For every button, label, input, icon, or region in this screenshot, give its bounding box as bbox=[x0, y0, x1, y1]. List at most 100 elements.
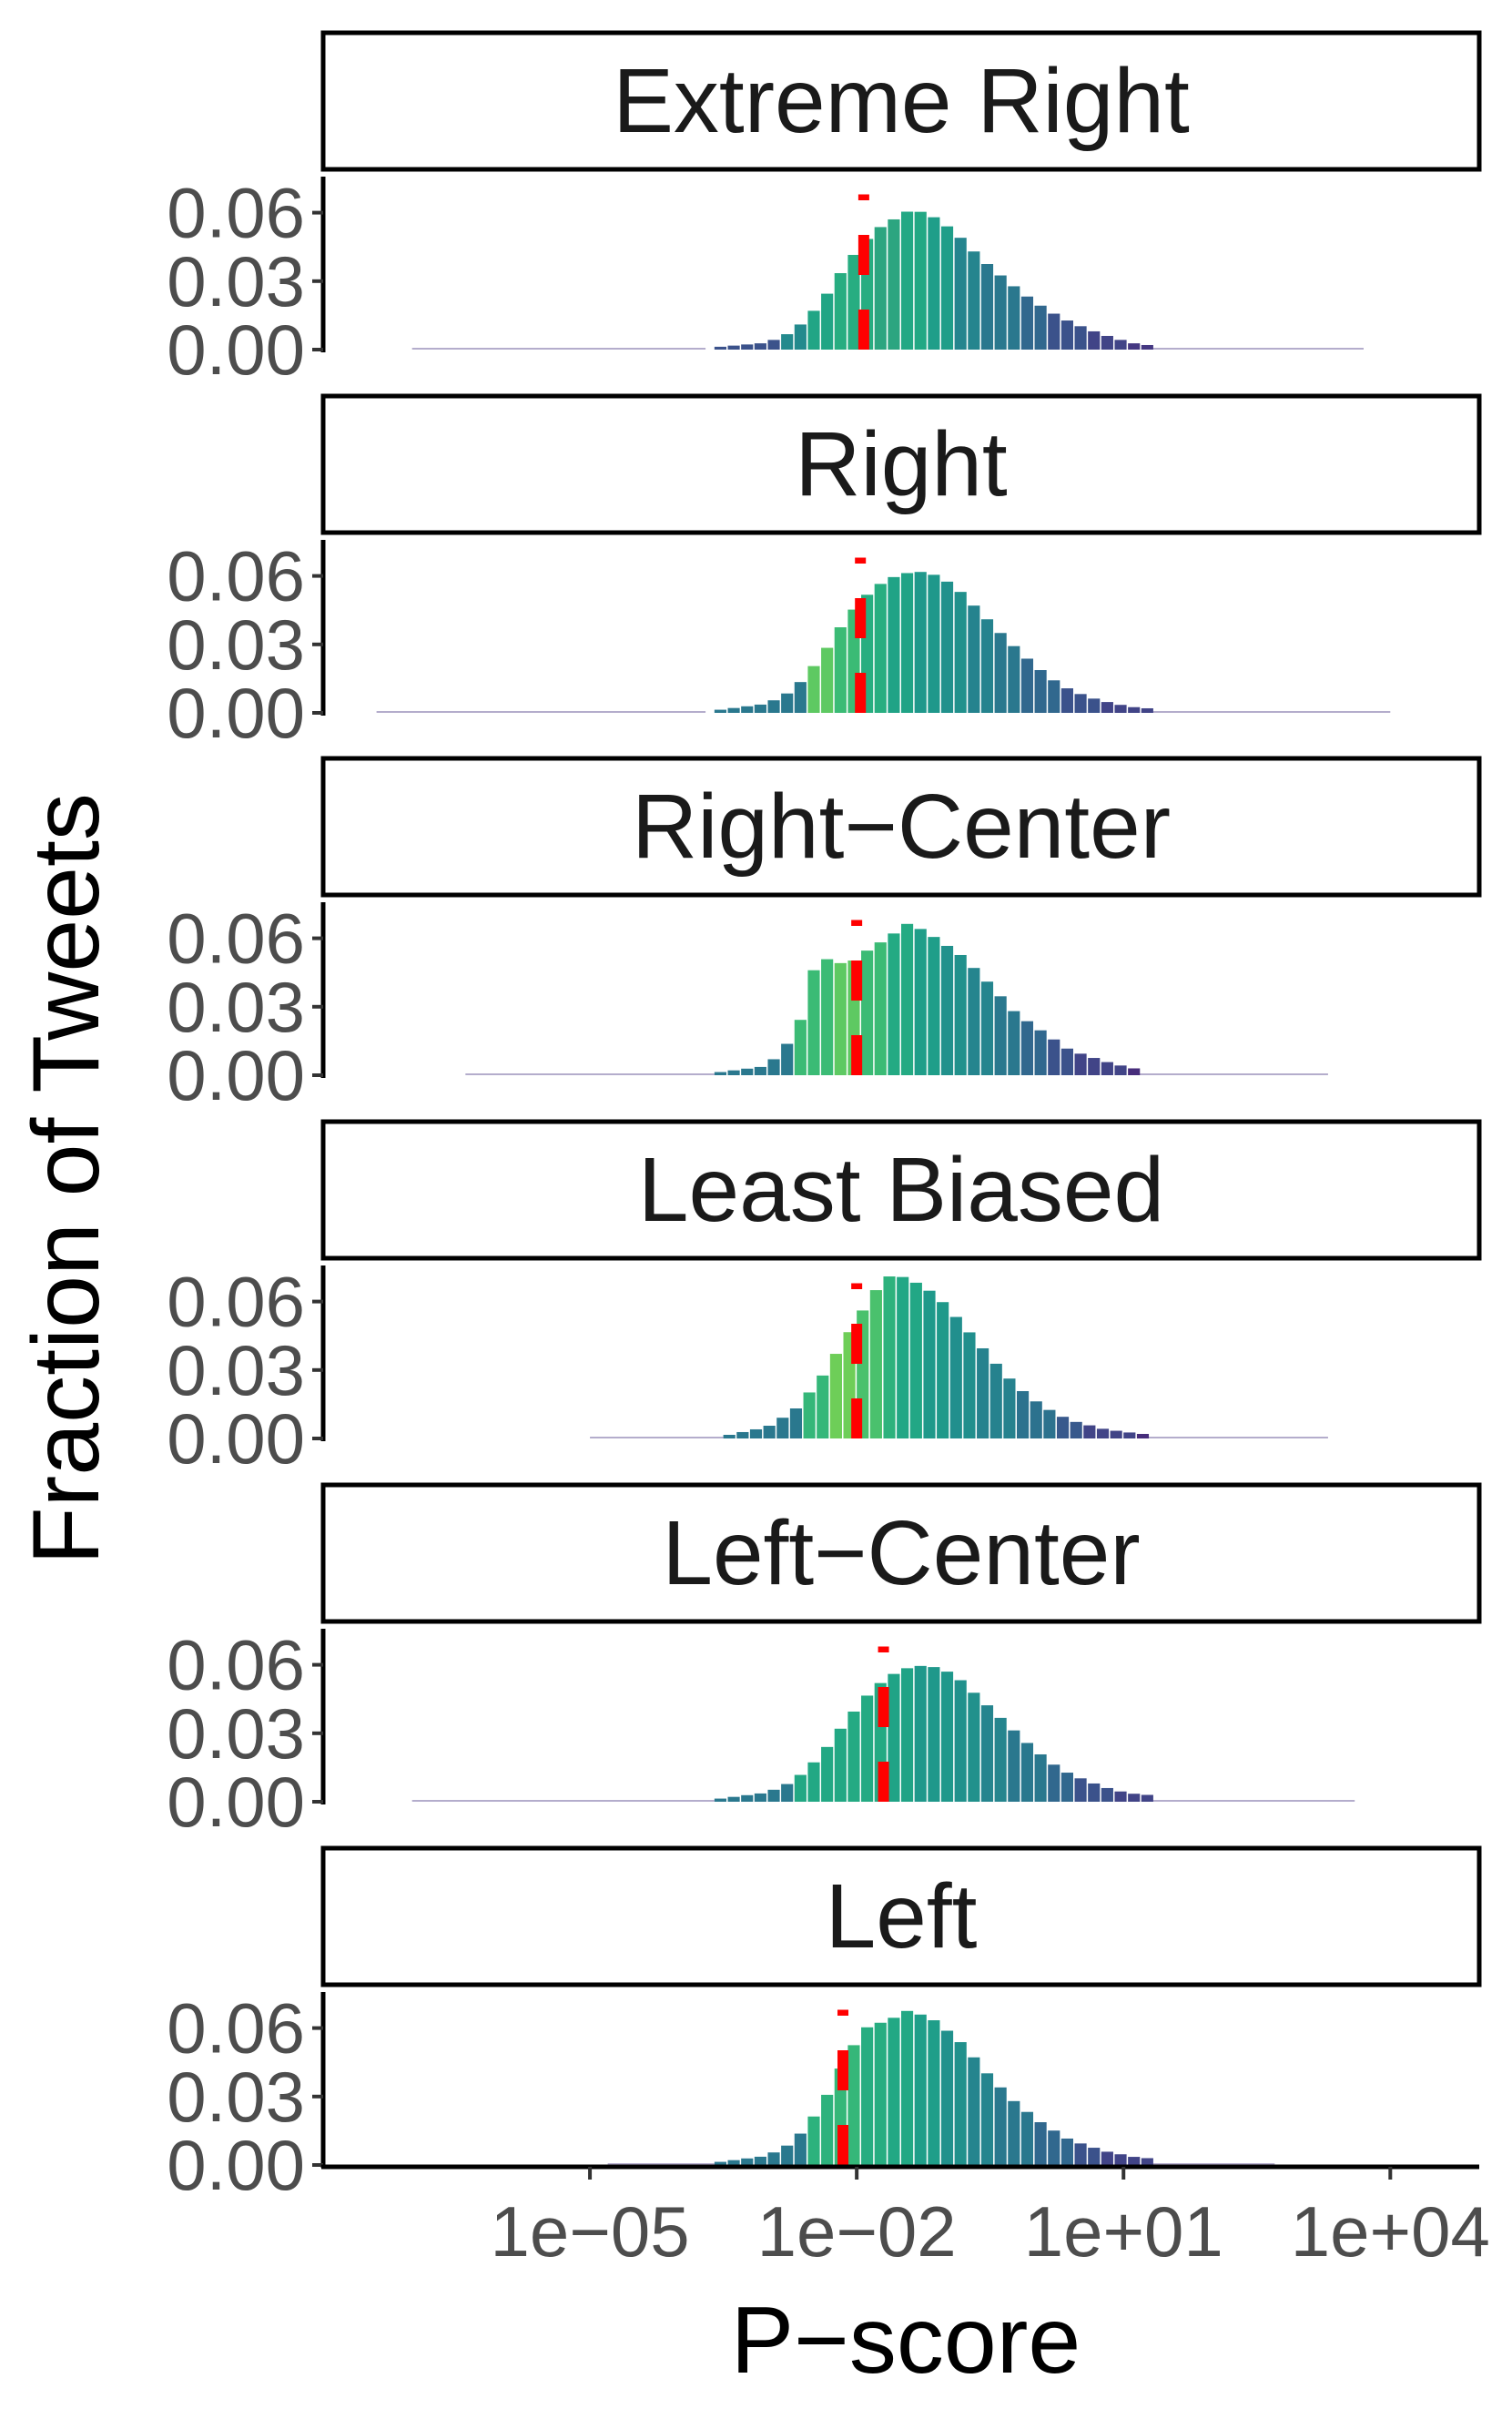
histogram-bar bbox=[1060, 2138, 1073, 2165]
histogram-bar bbox=[901, 1668, 914, 1802]
histogram-bar bbox=[909, 1282, 922, 1438]
histogram-bar bbox=[1030, 1401, 1042, 1438]
histogram-bar bbox=[754, 1793, 766, 1802]
histogram-bar bbox=[1128, 2157, 1141, 2165]
histogram-bar bbox=[1048, 1039, 1060, 1075]
y-tick-label: 0.00 bbox=[167, 673, 305, 753]
histogram-bar bbox=[980, 981, 994, 1075]
histogram-bar bbox=[888, 2018, 900, 2165]
histogram-bar bbox=[1008, 286, 1020, 350]
facet-panel: Left 0.000.030.06 bbox=[167, 1845, 1482, 2205]
histogram-bar bbox=[776, 1418, 789, 1438]
histogram-bar bbox=[834, 962, 847, 1075]
histogram-bar bbox=[1114, 1065, 1127, 1075]
histogram-bar bbox=[1070, 1421, 1082, 1438]
histogram-bar bbox=[789, 1408, 803, 1438]
histogram-bar bbox=[897, 1276, 909, 1438]
histogram-bar bbox=[807, 1762, 820, 1802]
histogram-bar bbox=[736, 1431, 749, 1438]
histogram-bar bbox=[1101, 335, 1113, 350]
histogram-bar bbox=[874, 227, 887, 350]
histogram-bar bbox=[963, 1332, 976, 1438]
histogram-bar bbox=[714, 1798, 726, 1802]
histogram-bar bbox=[861, 2027, 874, 2165]
histogram-bar bbox=[807, 666, 820, 713]
x-axis-title: P−score bbox=[731, 2288, 1081, 2394]
histogram-bar bbox=[949, 1316, 962, 1438]
histogram-bar bbox=[1034, 670, 1047, 713]
facet-strip bbox=[320, 30, 1482, 172]
y-tick-label: 0.00 bbox=[167, 1762, 305, 1842]
histogram-bar bbox=[994, 1717, 1007, 1802]
histogram-bar bbox=[1060, 1048, 1073, 1075]
histogram-bar bbox=[821, 959, 834, 1075]
y-tick-label: 0.06 bbox=[167, 536, 305, 616]
y-tick-label: 0.00 bbox=[167, 1035, 305, 1115]
histogram-bar bbox=[781, 693, 794, 713]
histogram-bar bbox=[714, 1072, 726, 1075]
histogram-bar bbox=[1114, 705, 1127, 713]
histogram-bar bbox=[727, 345, 740, 350]
histogram-bar bbox=[781, 1043, 794, 1075]
histogram-bar bbox=[741, 2158, 754, 2165]
histogram-bar bbox=[1101, 1787, 1113, 1802]
histogram-bar bbox=[1048, 1764, 1060, 1802]
histogram-bar bbox=[1020, 296, 1034, 350]
histogram-bar bbox=[727, 1796, 740, 1802]
histogram-bar bbox=[1008, 2100, 1020, 2165]
histogram-bar bbox=[1088, 2148, 1101, 2165]
facet-strip-title: Right−Center bbox=[632, 776, 1171, 878]
histogram-bar bbox=[1128, 1794, 1141, 1802]
histogram-bar bbox=[888, 576, 900, 713]
histogram-bar bbox=[968, 605, 980, 713]
y-tick-label: 0.06 bbox=[167, 1625, 305, 1705]
histogram-bar bbox=[794, 2133, 807, 2165]
histogram-bar bbox=[1083, 1425, 1096, 1438]
y-tick-label: 0.03 bbox=[167, 241, 305, 321]
histogram-bar bbox=[781, 2145, 794, 2165]
histogram-bar bbox=[794, 1020, 807, 1075]
y-axis-title: Fraction of Tweets bbox=[14, 793, 119, 1565]
histogram-bar bbox=[1008, 1011, 1020, 1075]
histogram-bar bbox=[977, 1347, 989, 1438]
histogram-bar bbox=[968, 2057, 980, 2165]
histogram-bar bbox=[1060, 320, 1073, 350]
histogram-bar bbox=[767, 340, 780, 350]
histogram-bar bbox=[1141, 1794, 1153, 1802]
facet-strip-title: Extreme Right bbox=[613, 50, 1190, 152]
histogram-bar bbox=[1048, 2130, 1060, 2165]
y-tick-label: 0.03 bbox=[167, 1330, 305, 1410]
histogram-bar bbox=[834, 273, 847, 350]
y-tick-label: 0.03 bbox=[167, 1693, 305, 1774]
facet-strip-title: Left bbox=[826, 1865, 978, 1967]
histogram-bar bbox=[714, 2161, 726, 2165]
histogram-bar bbox=[1141, 707, 1153, 713]
histogram-bar bbox=[1114, 2154, 1127, 2165]
histogram-bar bbox=[980, 2073, 994, 2165]
x-tick-label: 1e−05 bbox=[491, 2191, 690, 2272]
histogram-bar bbox=[1128, 343, 1141, 350]
x-tick-label: 1e+01 bbox=[1024, 2191, 1223, 2272]
histogram-bar bbox=[829, 1354, 842, 1438]
histogram-bar bbox=[754, 704, 766, 713]
histogram-bar bbox=[861, 950, 874, 1075]
y-tick-label: 0.06 bbox=[167, 1988, 305, 2068]
y-tick-label: 0.00 bbox=[167, 2125, 305, 2205]
x-tick-label: 1e+04 bbox=[1291, 2191, 1490, 2272]
y-tick-label: 0.06 bbox=[167, 1262, 305, 1342]
histogram-bar bbox=[1141, 2158, 1153, 2165]
histogram-bar bbox=[1101, 2151, 1113, 2165]
facet-panel: Left−Center 0.000.030.06 bbox=[167, 1482, 1482, 1842]
histogram-bar bbox=[1101, 1062, 1113, 1075]
histogram-bar bbox=[727, 1070, 740, 1075]
histogram-bar bbox=[1074, 694, 1087, 713]
histogram-bar bbox=[1020, 658, 1034, 713]
facet-panel: Right 0.000.030.06 bbox=[167, 393, 1482, 753]
histogram-bar bbox=[781, 334, 794, 350]
histogram-bar bbox=[1048, 313, 1060, 350]
histogram-bar bbox=[1088, 698, 1101, 713]
histogram-bar bbox=[714, 346, 726, 350]
histogram-bar bbox=[794, 682, 807, 713]
histogram-bar bbox=[821, 293, 834, 350]
histogram-bar bbox=[968, 968, 980, 1075]
